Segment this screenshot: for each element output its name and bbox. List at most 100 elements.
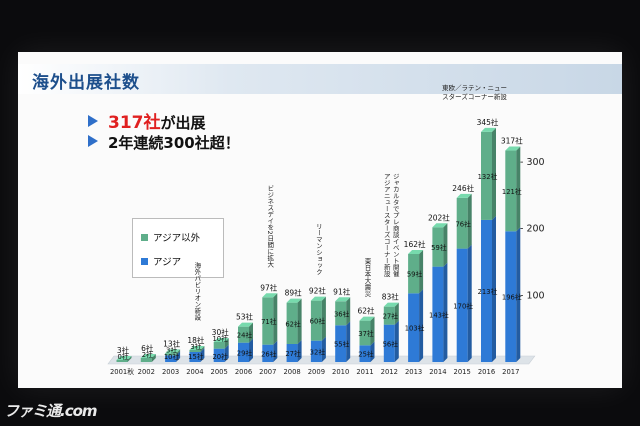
bar-asia xyxy=(456,248,468,362)
legend-label-asia: アジア xyxy=(153,257,182,268)
bar-total-label: 18社 xyxy=(187,335,205,345)
asia-value-label: 143社 xyxy=(429,310,449,319)
bar-other xyxy=(359,320,371,346)
bar-other-side xyxy=(467,193,472,249)
bar-total-label: 92社 xyxy=(309,286,327,296)
bar-total-label: 345社 xyxy=(477,117,499,127)
asia-value-label: 25社 xyxy=(358,350,374,359)
bullet-triangle-icon xyxy=(88,115,98,127)
asia-value-label: 20社 xyxy=(212,352,228,361)
other-value-label: 37社 xyxy=(358,329,374,338)
asia-value-label: 170社 xyxy=(453,301,473,310)
x-tick-label: 2001秋 xyxy=(110,367,134,376)
headline-number: 317社 xyxy=(108,113,161,133)
legend-swatch-other xyxy=(141,234,148,241)
bar-asia-side xyxy=(516,227,521,362)
bar-other xyxy=(116,359,128,362)
bar-other xyxy=(432,227,444,267)
bar-top-cap xyxy=(505,146,521,151)
bar-asia-side xyxy=(443,262,448,362)
bar-other-side xyxy=(176,349,181,356)
asia-value-label: 27社 xyxy=(285,349,301,358)
bar-total-label: 3社 xyxy=(117,345,130,355)
bar-other xyxy=(481,131,492,220)
bar-top-cap xyxy=(262,293,278,298)
x-tick-label: 2005 xyxy=(211,368,228,376)
other-value-label: 3社 xyxy=(190,342,201,351)
x-tick-label: 2012 xyxy=(381,368,398,376)
x-tick-label: 2006 xyxy=(235,368,252,376)
bar-other xyxy=(505,150,517,232)
bar-total-label: 202社 xyxy=(428,212,450,222)
watermark-logo: ファミ通.com xyxy=(4,402,98,420)
bar-asia-side xyxy=(419,289,424,362)
bar-top-cap xyxy=(310,296,326,301)
bullet-triangle-icon xyxy=(88,135,98,147)
bar-other xyxy=(238,326,249,343)
asia-value-label: 196社 xyxy=(502,293,522,302)
bar-other-side xyxy=(321,296,326,341)
asia-value-label: 26社 xyxy=(261,349,277,358)
bar-total-label: 83社 xyxy=(382,292,400,302)
bar-total-label: 53社 xyxy=(236,312,254,322)
bar-top-cap xyxy=(140,353,156,358)
bar-total-label: 246社 xyxy=(452,183,474,193)
bar-other xyxy=(408,253,420,294)
annotation-text: 海外パビリオン新設 xyxy=(193,261,201,322)
annotation-text: ビジネスデイを2日間に拡大 xyxy=(266,185,274,269)
bar-other-side xyxy=(394,302,399,325)
bar-asia-side xyxy=(200,347,205,362)
y-tick-label: - 200 xyxy=(520,224,545,235)
bar-other-side xyxy=(249,322,253,343)
bar-top-cap xyxy=(165,349,181,354)
legend-label-other: アジア以外 xyxy=(153,233,201,244)
bar-asia-side xyxy=(321,336,326,362)
other-value-label: 2社 xyxy=(142,350,153,359)
bar-asia xyxy=(262,344,274,362)
other-value-label: 59社 xyxy=(407,270,423,279)
bar-asia xyxy=(359,345,371,362)
bar-other-side xyxy=(273,293,278,345)
bar-asia xyxy=(383,324,395,362)
bar-total-label: 162社 xyxy=(404,239,426,249)
x-tick-label: 2003 xyxy=(162,368,179,376)
headline-text: が出展 xyxy=(160,114,206,132)
x-tick-label: 2002 xyxy=(138,368,155,376)
title-band xyxy=(18,64,622,94)
other-value-label: 10社 xyxy=(212,334,228,343)
bar-other xyxy=(456,197,468,249)
bar-top-cap xyxy=(238,322,253,327)
other-value-label: 132社 xyxy=(478,172,498,181)
bar-other-side xyxy=(443,223,448,267)
other-value-label: 71社 xyxy=(261,317,277,326)
bar-other xyxy=(213,341,225,349)
bar-top-cap xyxy=(213,337,229,342)
bar-asia-side xyxy=(249,338,253,362)
bar-other-side xyxy=(370,316,375,346)
bar-other-side xyxy=(297,298,302,344)
bar-top-cap xyxy=(359,316,375,321)
bar-asia xyxy=(481,219,492,362)
annotation-text: 東日本大震災 xyxy=(363,257,371,298)
bar-total-label: 13社 xyxy=(163,338,181,348)
bar-other xyxy=(189,349,201,352)
bar-other-side xyxy=(224,337,229,349)
bar-top-cap xyxy=(481,127,496,132)
bar-other xyxy=(165,353,177,356)
bar-asia xyxy=(238,342,249,362)
x-tick-label: 2008 xyxy=(283,368,300,376)
bar-asia-side xyxy=(492,215,496,362)
y-tick-label: - 300 xyxy=(520,157,545,168)
asia-value-label: 32社 xyxy=(310,347,326,356)
x-tick-label: 2015 xyxy=(454,368,471,376)
bar-asia-side xyxy=(346,321,351,362)
headline-streak: 2年連続300社超！ xyxy=(88,132,240,153)
chart-legend: アジア以外 アジア xyxy=(132,218,224,278)
bar-top-cap xyxy=(456,193,472,198)
asia-value-label: 0社 xyxy=(117,352,128,361)
bar-total-label: 89社 xyxy=(285,288,303,298)
other-value-label: 59社 xyxy=(431,243,447,252)
annotation-text: アジアニュースターズコーナー新設 xyxy=(382,173,390,278)
bar-asia xyxy=(505,231,517,362)
